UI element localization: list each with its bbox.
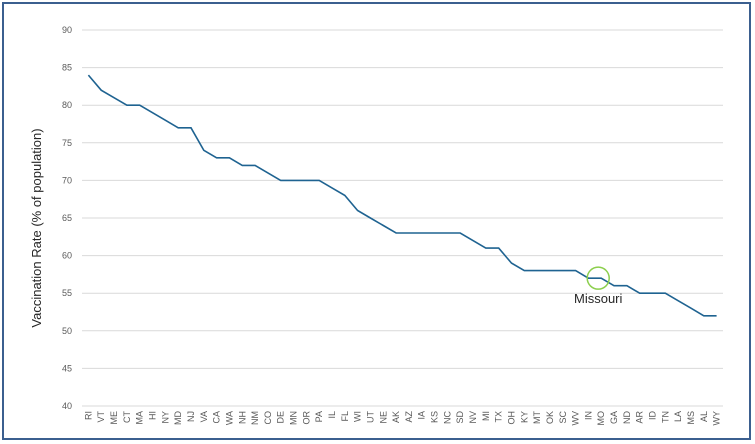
x-tick-label: FL: [340, 411, 350, 422]
x-tick-label: SD: [455, 411, 465, 424]
x-tick-label: AK: [391, 411, 401, 423]
x-tick-label: IA: [417, 411, 427, 420]
x-tick-label: ME: [109, 411, 119, 425]
x-tick-label: MO: [596, 411, 606, 426]
gridlines: [82, 29, 723, 407]
y-tick-label: 40: [62, 401, 72, 411]
x-tick-label: NH: [237, 411, 247, 424]
series-line: [87, 74, 717, 317]
y-tick-label: 50: [62, 326, 72, 336]
x-tick-label: CA: [212, 411, 222, 424]
x-tick-label: CO: [263, 411, 273, 425]
x-tick-label: WY: [712, 411, 722, 426]
y-axis-label: Vaccination Rate (% of population): [29, 128, 44, 327]
y-tick-label: 60: [62, 251, 72, 261]
x-tick-label: MS: [686, 411, 696, 425]
x-tick-label: MA: [135, 411, 145, 425]
x-tick-label: GA: [609, 411, 619, 424]
x-tick-label: UT: [365, 411, 375, 423]
missouri-marker: [586, 266, 610, 290]
y-tick-label: 70: [62, 175, 72, 185]
y-tick-label: 85: [62, 63, 72, 73]
x-tick-label: OR: [301, 410, 311, 424]
x-tick-label: WV: [571, 411, 581, 426]
x-tick-label: NE: [378, 411, 388, 424]
x-tick-label: OH: [506, 411, 516, 425]
y-tick-label: 65: [62, 213, 72, 223]
x-tick-label: MN: [289, 411, 299, 425]
x-tick-label: CT: [122, 411, 132, 423]
x-tick-label: LA: [673, 411, 683, 422]
x-tick-labels: RI VT ME CT MA HI NY MD NJ VA CA WA NH NM CO DE MN OR PA IL…: [83, 410, 721, 425]
x-tick-label: AL: [699, 411, 709, 422]
x-tick-label: HI: [148, 411, 158, 420]
x-tick-label: KY: [519, 411, 529, 423]
y-tick-label: 75: [62, 138, 72, 148]
x-tick-label: OK: [545, 411, 555, 424]
x-tick-label: MI: [481, 411, 491, 421]
x-tick-label: VT: [96, 411, 106, 423]
x-tick-label: IL: [327, 411, 337, 419]
x-tick-label: WA: [224, 411, 234, 425]
missouri-annotation: Missouri: [574, 291, 623, 306]
x-tick-label: MD: [173, 411, 183, 425]
y-tick-label: 45: [62, 363, 72, 373]
x-tick-label: AR: [635, 411, 645, 424]
x-tick-label: NM: [250, 411, 260, 425]
x-tick-label: NV: [468, 411, 478, 424]
y-tick-labels: 40 45 50 55 60 65 70 75 80 85 90: [62, 25, 72, 411]
x-tick-label: TX: [494, 411, 504, 423]
x-tick-label: PA: [314, 411, 324, 422]
x-tick-label: DE: [276, 411, 286, 424]
x-tick-label: IN: [583, 411, 593, 420]
x-tick-label: NJ: [186, 411, 196, 422]
x-tick-label: WI: [353, 411, 363, 422]
x-tick-label: NY: [160, 411, 170, 424]
x-tick-label: VA: [199, 411, 209, 422]
x-tick-label: ID: [647, 410, 657, 420]
x-tick-label: MT: [532, 411, 542, 424]
x-tick-label: SC: [558, 411, 568, 424]
y-tick-label: 55: [62, 288, 72, 298]
x-tick-label: NC: [442, 411, 452, 424]
x-tick-label: AZ: [404, 411, 414, 423]
x-tick-label: TN: [660, 411, 670, 423]
x-tick-label: ND: [622, 411, 632, 424]
y-tick-label: 90: [62, 25, 72, 35]
y-tick-label: 80: [62, 100, 72, 110]
x-tick-label: RI: [83, 411, 93, 420]
x-tick-label: KS: [430, 411, 440, 423]
